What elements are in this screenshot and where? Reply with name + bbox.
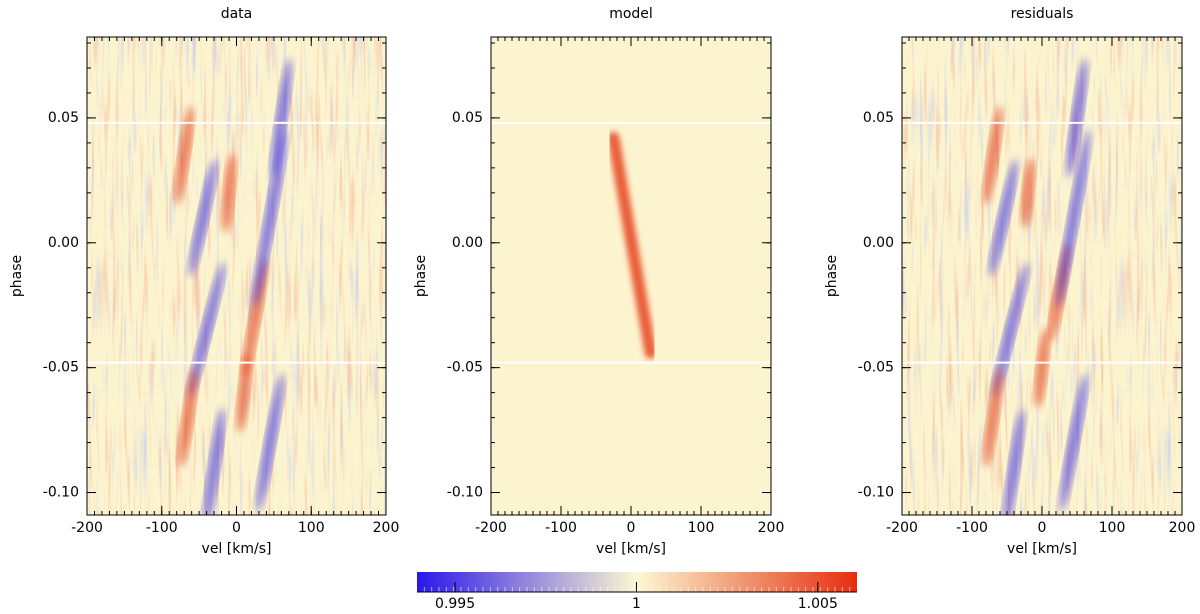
x-axis-label: vel [km/s] xyxy=(202,541,272,557)
y-tick-label: 0.05 xyxy=(863,110,894,126)
streak xyxy=(256,373,284,512)
noise-blue xyxy=(87,37,386,515)
streak xyxy=(1056,129,1091,307)
panel-title: data xyxy=(221,6,253,22)
x-tick-label: -200 xyxy=(886,520,918,536)
streak xyxy=(983,105,1003,205)
x-tick-label: 100 xyxy=(1099,520,1126,536)
x-tick-label: -100 xyxy=(956,520,988,536)
y-tick-label: 0.05 xyxy=(48,110,79,126)
streak xyxy=(178,368,198,468)
y-axis-label: phase xyxy=(413,255,429,297)
y-axis-label: phase xyxy=(9,255,25,297)
model-stripe xyxy=(607,131,657,359)
streak xyxy=(1066,58,1088,178)
x-axis-label: vel [km/s] xyxy=(596,541,666,557)
heatmap xyxy=(87,37,386,515)
x-tick-label: 0 xyxy=(232,520,241,536)
x-tick-label: 200 xyxy=(758,520,785,536)
x-axis-label: vel [km/s] xyxy=(1007,541,1077,557)
streak xyxy=(1021,157,1035,228)
panel-title: residuals xyxy=(1011,6,1074,22)
y-tick-label: -0.05 xyxy=(858,360,894,376)
streak xyxy=(983,368,1003,468)
x-tick-label: -100 xyxy=(545,520,577,536)
x-tick-label: 0 xyxy=(1038,520,1047,536)
streak xyxy=(236,352,252,433)
x-tick-label: 0 xyxy=(627,520,636,536)
streak xyxy=(1059,373,1088,512)
x-tick-label: -200 xyxy=(71,520,103,536)
streak xyxy=(203,408,225,515)
y-tick-label: -0.10 xyxy=(447,485,483,501)
colorbar-tick-label: 1 xyxy=(632,596,641,612)
y-tick-label: -0.10 xyxy=(43,485,79,501)
x-tick-label: 100 xyxy=(298,520,325,536)
y-tick-label: -0.05 xyxy=(447,360,483,376)
heatmap-bg xyxy=(491,37,771,515)
colorbar-tick-label: 0.995 xyxy=(435,596,475,612)
panel-title: model xyxy=(609,6,653,22)
x-tick-label: 200 xyxy=(1169,520,1196,536)
streak xyxy=(189,159,217,277)
streak xyxy=(1003,408,1025,515)
streak xyxy=(222,152,236,233)
x-tick-label: -200 xyxy=(475,520,507,536)
y-tick-label: 0.05 xyxy=(452,110,483,126)
streak xyxy=(271,58,292,178)
streak xyxy=(989,159,1018,277)
streak xyxy=(253,129,287,307)
y-tick-label: 0.00 xyxy=(863,235,894,251)
noise-blue xyxy=(902,37,1182,515)
y-tick-label: -0.10 xyxy=(858,485,894,501)
colorbar-tick-label: 1.005 xyxy=(798,596,838,612)
heatmap xyxy=(902,37,1182,515)
y-tick-label: 0.00 xyxy=(452,235,483,251)
streak xyxy=(1034,327,1050,408)
y-tick-label: -0.05 xyxy=(43,360,79,376)
heatmap xyxy=(491,37,771,515)
x-tick-label: -100 xyxy=(146,520,178,536)
y-tick-label: 0.00 xyxy=(48,235,79,251)
y-axis-label: phase xyxy=(824,255,840,297)
streak xyxy=(992,262,1029,399)
x-tick-label: 200 xyxy=(373,520,400,536)
streak xyxy=(188,262,225,399)
x-tick-label: 100 xyxy=(688,520,715,536)
streak xyxy=(175,105,194,205)
